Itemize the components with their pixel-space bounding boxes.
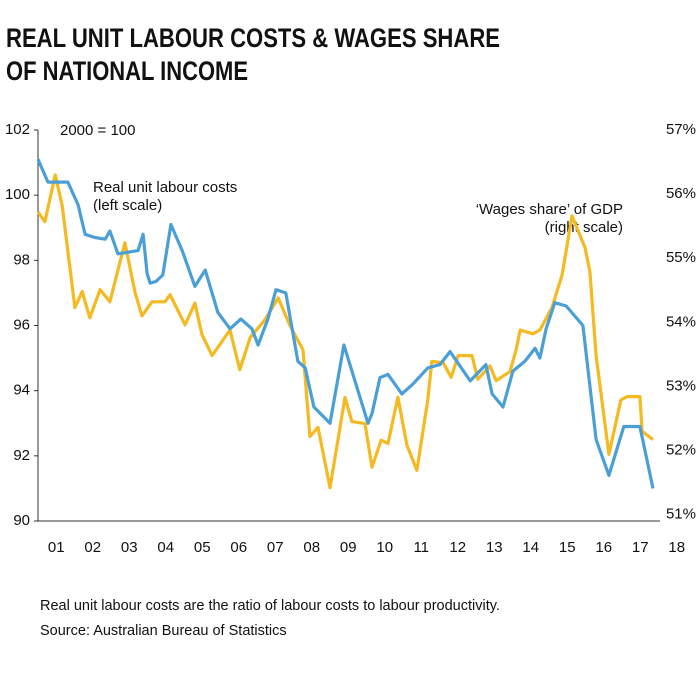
x-tick-label: 03 xyxy=(121,539,138,556)
x-tick-label: 14 xyxy=(522,539,539,556)
x-tick-label: 09 xyxy=(340,539,357,556)
series-line xyxy=(36,173,654,490)
y-tick-label: 100 xyxy=(5,186,30,203)
y-tick-label: 98 xyxy=(13,251,30,268)
annotation: 2000 = 100 xyxy=(60,122,136,139)
footnote: Real unit labour costs are the ratio of … xyxy=(40,598,500,614)
annotation: (right scale) xyxy=(545,219,623,236)
x-tick-label: 07 xyxy=(267,539,284,556)
y2-tick-label: 57% xyxy=(666,121,696,138)
y2-tick-label: 56% xyxy=(666,185,696,202)
x-tick-label: 01 xyxy=(48,539,65,556)
x-tick-label: 05 xyxy=(194,539,211,556)
x-tick-label: 17 xyxy=(632,539,649,556)
x-tick-label: 08 xyxy=(303,539,320,556)
x-tick-label: 18 xyxy=(668,539,685,556)
annotation: (left scale) xyxy=(93,197,162,214)
y-tick-label: 92 xyxy=(13,447,30,464)
x-tick-label: 10 xyxy=(376,539,393,556)
chart-title: OF NATIONAL INCOME xyxy=(6,56,248,86)
y2-tick-label: 54% xyxy=(666,313,696,330)
x-tick-label: 04 xyxy=(157,539,174,556)
y2-tick-label: 55% xyxy=(666,249,696,266)
x-tick-label: 13 xyxy=(486,539,503,556)
y-tick-label: 102 xyxy=(5,121,30,138)
x-tick-label: 15 xyxy=(559,539,576,556)
chart-title: REAL UNIT LABOUR COSTS & WAGES SHARE xyxy=(6,23,500,53)
y-tick-label: 96 xyxy=(13,316,30,333)
annotation: ‘Wages share’ of GDP xyxy=(476,201,623,218)
x-tick-label: 06 xyxy=(230,539,247,556)
y2-tick-label: 52% xyxy=(666,441,696,458)
y-tick-label: 90 xyxy=(13,512,30,529)
y-tick-label: 94 xyxy=(13,382,30,399)
x-tick-label: 02 xyxy=(84,539,101,556)
footnote: Source: Australian Bureau of Statistics xyxy=(40,623,287,639)
y2-tick-label: 51% xyxy=(666,506,696,523)
x-tick-label: 12 xyxy=(449,539,466,556)
series-line xyxy=(36,158,655,489)
x-tick-label: 16 xyxy=(595,539,612,556)
x-tick-label: 11 xyxy=(413,539,429,556)
y2-tick-label: 53% xyxy=(666,377,696,394)
annotation: Real unit labour costs xyxy=(93,179,237,196)
